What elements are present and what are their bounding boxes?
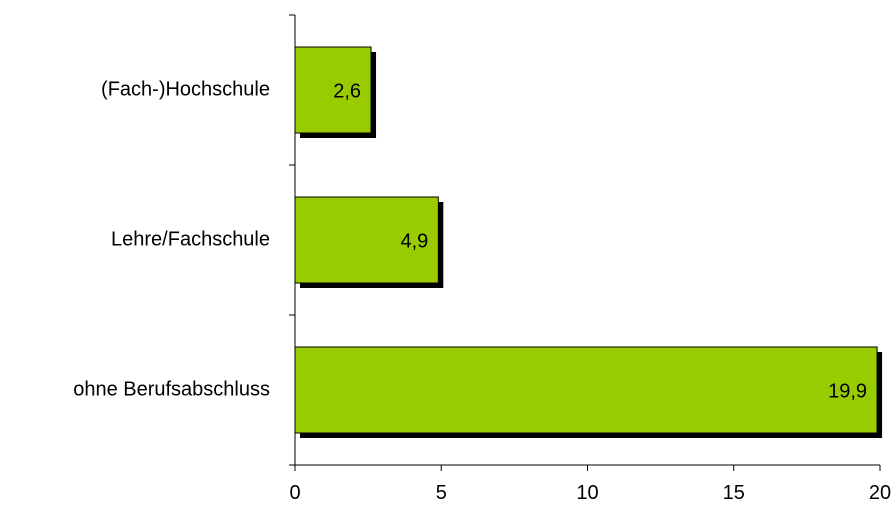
bar <box>294 346 878 434</box>
data-label: 4,9 <box>401 230 429 252</box>
x-axis-ticks <box>294 465 881 471</box>
x-tick-label: 10 <box>576 482 598 504</box>
data-label: 19,9 <box>828 380 867 402</box>
x-tick-labels: 0 5 10 15 20 <box>289 482 891 504</box>
category-label: (Fach-)Hochschule <box>101 78 270 100</box>
x-tick-label: 0 <box>289 482 300 504</box>
data-label: 2,6 <box>333 80 361 102</box>
category-label: ohne Berufsabschluss <box>73 378 270 400</box>
bar <box>294 46 372 134</box>
category-label: Lehre/Fachschule <box>111 228 270 250</box>
bar <box>294 196 439 284</box>
x-tick-label: 5 <box>436 482 447 504</box>
category-labels: (Fach-)Hochschule Lehre/Fachschule ohne Be… <box>73 78 270 400</box>
bars <box>294 46 878 434</box>
y-axis-ticks <box>289 14 295 466</box>
x-tick-label: 20 <box>869 482 891 504</box>
data-labels: 2,6 4,9 19,9 <box>333 80 867 402</box>
x-tick-label: 15 <box>723 482 745 504</box>
